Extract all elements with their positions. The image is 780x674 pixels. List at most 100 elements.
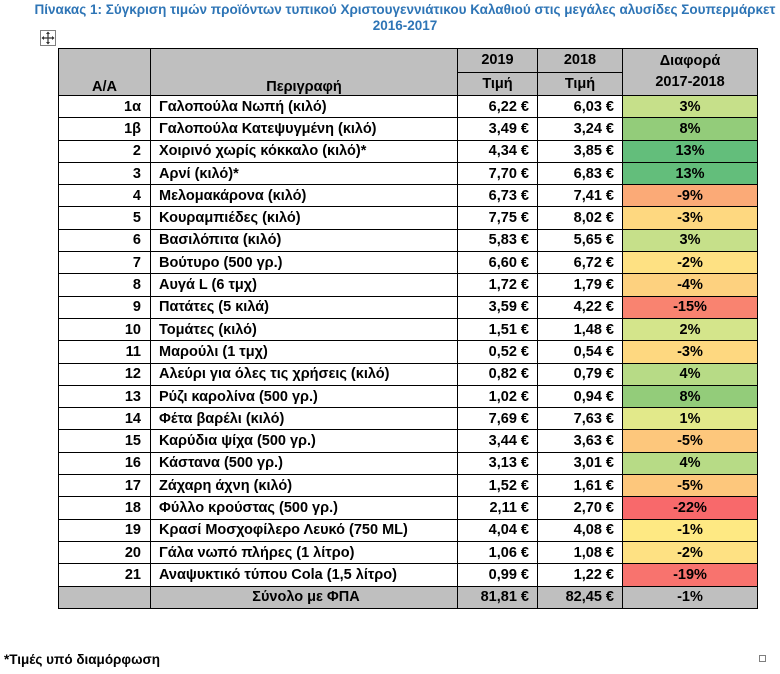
table-row: 15 Καρύδια ψίχα (500 γρ.) 3,44 €3,63 € -5% (58, 429, 758, 453)
product-description: Αλεύρι για όλες τις χρήσεις (κιλό) (150, 362, 458, 386)
price-difference: 13% (622, 139, 758, 163)
price-2018: 0,79 € (537, 362, 623, 386)
table-row: 8 Αυγά L (6 τμχ) 1,72 €1,79 € -4% (58, 273, 758, 297)
price-difference: -3% (622, 206, 758, 230)
price-2018: 0,54 € (537, 340, 623, 364)
product-description: Χοιρινό χωρίς κόκκαλο (κιλό)* (150, 139, 458, 163)
total-2019: 81,81 € (457, 585, 538, 609)
price-2018: 1,79 € (537, 273, 623, 297)
table-row: 11 Μαρούλι (1 τμχ) 0,52 €0,54 € -3% (58, 340, 758, 364)
price-2019: 3,13 € (457, 451, 538, 476)
table-row: 1β Γαλοπούλα Κατεψυγμένη (κιλό) 3,49 €3,24… (58, 117, 758, 141)
row-number: 2 (58, 139, 151, 163)
row-number: 16 (58, 451, 151, 476)
table-row: 1α Γαλοπούλα Νωπή (κιλό) 6,22 €6,03 €3% (58, 94, 758, 119)
product-description: Ρύζι καρολίνα (500 γρ.) (150, 384, 458, 409)
row-number: 12 (58, 362, 151, 386)
total-label: Σύνολο με ΦΠΑ (150, 585, 458, 609)
product-description: Μελομακάρονα (κιλό) (150, 184, 458, 208)
price-2019: 7,69 € (457, 407, 538, 431)
row-number: 7 (58, 251, 151, 275)
price-2019: 0,52 € (457, 340, 538, 364)
price-2019: 1,06 € (457, 540, 538, 565)
price-difference: -2% (622, 251, 758, 275)
header-description: Περιγραφή (150, 48, 458, 96)
row-number: 5 (58, 206, 151, 230)
product-description: Γαλοπούλα Κατεψυγμένη (κιλό) (150, 117, 458, 141)
price-difference: -5% (622, 474, 758, 498)
price-2018: 1,48 € (537, 317, 623, 342)
product-description: Γαλοπούλα Νωπή (κιλό) (150, 94, 458, 119)
header-diff-line2: 2017-2018 (655, 74, 725, 90)
product-description: Καρύδια ψίχα (500 γρ.) (150, 429, 458, 453)
table-row: 18 Φύλλο κρούστας (500 γρ.) 2,11 €2,70 € -2… (58, 496, 758, 520)
row-number: 10 (58, 317, 151, 342)
price-2019: 0,82 € (457, 362, 538, 386)
total-row: Σύνολο με ΦΠΑ 81,81 €82,45 € -1% (58, 585, 758, 609)
price-2019: 3,44 € (457, 429, 538, 453)
price-2019: 1,52 € (457, 474, 538, 498)
price-difference: -5% (622, 429, 758, 453)
price-2019: 3,49 € (457, 117, 538, 141)
price-difference: -2% (622, 540, 758, 565)
price-2019: 0,99 € (457, 563, 538, 587)
price-difference: -4% (622, 273, 758, 297)
product-description: Κάστανα (500 γρ.) (150, 451, 458, 476)
price-difference: -1% (622, 518, 758, 542)
product-description: Αρνί (κιλό)* (150, 161, 458, 186)
table-row: 17 Ζάχαρη άχνη (κιλό) 1,52 €1,61 € -5% (58, 474, 758, 498)
price-2018: 3,01 € (537, 451, 623, 476)
row-number: 4 (58, 184, 151, 208)
price-2018: 5,65 € (537, 228, 623, 253)
table-resize-handle[interactable] (759, 655, 766, 662)
price-2018: 4,08 € (537, 518, 623, 542)
header-price-2018: Τιμή (537, 71, 623, 96)
price-2019: 4,04 € (457, 518, 538, 542)
product-description: Γάλα νωπό πλήρες (1 λίτρο) (150, 540, 458, 565)
table-row: 13 Ρύζι καρολίνα (500 γρ.) 1,02 €0,94 €8% (58, 384, 758, 409)
price-2018: 1,22 € (537, 563, 623, 587)
row-number: 15 (58, 429, 151, 453)
product-description: Αυγά L (6 τμχ) (150, 273, 458, 297)
price-difference: 2% (622, 317, 758, 342)
price-2019: 7,70 € (457, 161, 538, 186)
price-2018: 3,85 € (537, 139, 623, 163)
price-difference: -15% (622, 295, 758, 319)
table-row: 9 Πατάτες (5 κιλά) 3,59 €4,22 € -15% (58, 295, 758, 319)
product-description: Τομάτες (κιλό) (150, 317, 458, 342)
table-row: 7 Βούτυρο (500 γρ.) 6,60 €6,72 € -2% (58, 251, 758, 275)
table-move-handle-icon[interactable] (40, 30, 56, 46)
price-difference: 8% (622, 384, 758, 409)
price-comparison-table: Α/Α Περιγραφή 2019 2018 Διαφορά 2017-201… (58, 48, 758, 609)
table-row: 3 Αρνί (κιλό)* 7,70 €6,83 €13% (58, 161, 758, 186)
product-description: Βασιλόπιτα (κιλό) (150, 228, 458, 253)
price-2018: 2,70 € (537, 496, 623, 520)
table-row: 2 Χοιρινό χωρίς κόκκαλο (κιλό)* 4,34 €3,85… (58, 139, 758, 163)
row-number: 18 (58, 496, 151, 520)
product-description: Ζάχαρη άχνη (κιλό) (150, 474, 458, 498)
total-empty-cell (58, 585, 151, 609)
price-2019: 1,72 € (457, 273, 538, 297)
price-2019: 3,59 € (457, 295, 538, 319)
row-number: 3 (58, 161, 151, 186)
table-row: 14 Φέτα βαρέλι (κιλό) 7,69 €7,63 €1% (58, 407, 758, 431)
price-2018: 6,03 € (537, 94, 623, 119)
price-2018: 0,94 € (537, 384, 623, 409)
row-number: 20 (58, 540, 151, 565)
price-2018: 1,08 € (537, 540, 623, 565)
header-year-2018: 2018 (537, 48, 623, 73)
price-difference: 1% (622, 407, 758, 431)
price-difference: 3% (622, 94, 758, 119)
footnote: *Τιμές υπό διαμόρφωση (4, 652, 160, 667)
total-2018: 82,45 € (537, 585, 623, 609)
price-2018: 6,72 € (537, 251, 623, 275)
product-description: Αναψυκτικό τύπου Cola (1,5 λίτρο) (150, 563, 458, 587)
price-2018: 6,83 € (537, 161, 623, 186)
table-row: 6 Βασιλόπιτα (κιλό) 5,83 €5,65 €3% (58, 228, 758, 253)
price-difference: 13% (622, 161, 758, 186)
price-2018: 3,63 € (537, 429, 623, 453)
row-number: 6 (58, 228, 151, 253)
price-2019: 2,11 € (457, 496, 538, 520)
table-row: 12 Αλεύρι για όλες τις χρήσεις (κιλό) 0,82… (58, 362, 758, 386)
price-2019: 6,22 € (457, 94, 538, 119)
